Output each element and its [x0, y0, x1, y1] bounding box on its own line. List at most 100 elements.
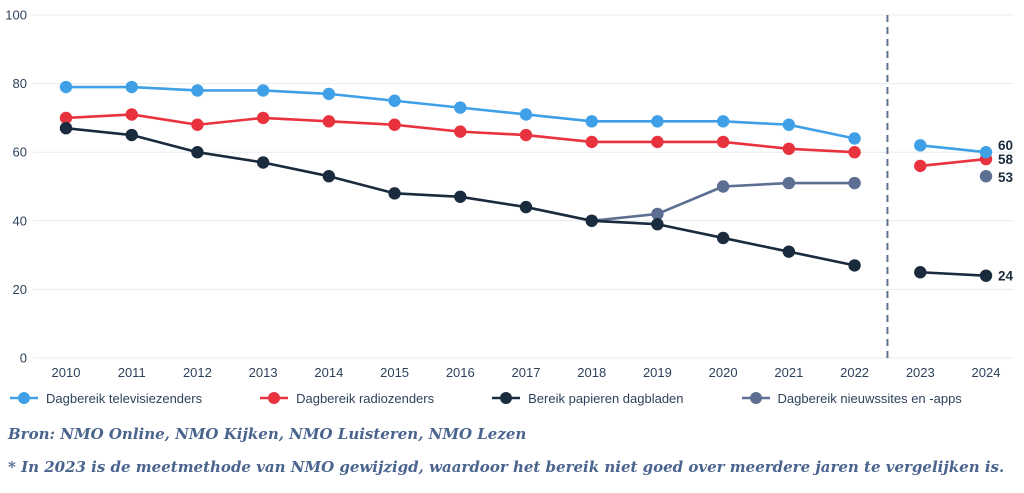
data-point-dagbereik-televisiezenders [388, 94, 401, 107]
data-point-dagbereik-televisiezenders [454, 101, 467, 114]
data-point-bereik-papieren-dagbladen [59, 121, 73, 135]
data-point-dagbereik-televisiezenders [914, 139, 927, 152]
line-chart: 0 20 40 60 80 100 2010 2011 2012 2013 2014 2015 2016… [5, 8, 1014, 380]
data-point-bereik-papieren-dagbladen [585, 214, 598, 227]
series-segment-dagbereik-radiozenders [131, 113, 198, 127]
series-segment-bereik-papieren-dagbladen [460, 195, 527, 209]
data-point-bereik-papieren-dagbladen [388, 187, 401, 200]
data-point-dagbereik-radiozenders [59, 111, 73, 125]
series-segment-dagbereik-televisiezenders [723, 120, 789, 127]
data-point-bereik-papieren-dagbladen [979, 269, 993, 282]
series-segment-dagbereik-radiozenders [460, 130, 527, 137]
data-point-dagbereik-nieuwssites-en-apps [782, 176, 796, 190]
data-point-dagbereik-radiozenders [716, 135, 730, 149]
series-segment-dagbereik-televisiezenders [394, 99, 461, 109]
series-segment-dagbereik-radiozenders [788, 147, 855, 154]
legend-label: Bereik papieren dagbladen [528, 390, 684, 406]
data-point-dagbereik-televisiezenders [125, 80, 138, 94]
series-segment-bereik-papieren-dagbladen [131, 133, 198, 154]
data-point-dagbereik-radiozenders [848, 146, 861, 159]
x-axis-tick-label: 2017 [512, 365, 541, 380]
x-axis-tick-label: 2018 [577, 365, 606, 380]
data-point-dagbereik-televisiezenders [59, 80, 73, 94]
legend-item-bereik-papieren-dagbladen: Bereik papieren dagbladen [492, 390, 684, 406]
data-point-dagbereik-nieuwssites-en-apps [848, 176, 861, 190]
x-axis-tick-label: 2023 [906, 365, 935, 380]
x-axis-tick-label: 2022 [840, 365, 869, 380]
x-axis-tick-label: 2014 [314, 365, 343, 380]
data-point-dagbereik-televisiezenders [782, 118, 796, 131]
data-point-dagbereik-televisiezenders [191, 84, 204, 97]
series-segment-dagbereik-radiozenders [65, 113, 132, 120]
x-axis-tick-label: 2016 [446, 365, 475, 380]
legend-item-dagbereik-televisiezenders: Dagbereik televisiezenders [10, 391, 202, 406]
data-point-dagbereik-radiozenders [914, 159, 927, 173]
x-axis-tick-label: 2012 [183, 365, 212, 380]
data-point-bereik-papieren-dagbladen [125, 128, 138, 142]
legend-marker-icon [492, 392, 521, 404]
data-point-dagbereik-radiozenders [191, 118, 204, 131]
series-segment-dagbereik-nieuwssites-en-apps [723, 181, 789, 188]
y-axis-tick-label: 100 [5, 8, 27, 23]
data-point-dagbereik-televisiezenders [585, 115, 598, 128]
y-axis-tick-label: 0 [20, 351, 27, 366]
data-point-dagbereik-radiozenders [651, 135, 664, 149]
series-segment-dagbereik-televisiezenders [131, 85, 198, 92]
chart-legend: Dagbereik televisiezenders Dagbereik radi… [0, 388, 1024, 408]
data-point-dagbereik-televisiezenders [256, 84, 270, 97]
data-point-bereik-papieren-dagbladen [914, 266, 927, 279]
value-label: 60 [998, 138, 1013, 153]
series-segment-bereik-papieren-dagbladen [591, 219, 658, 226]
x-axis-tick-label: 2020 [709, 365, 738, 380]
series-segment-bereik-papieren-dagbladen [657, 222, 724, 240]
series-segment-dagbereik-radiozenders [263, 116, 329, 123]
data-point-dagbereik-radiozenders [322, 115, 336, 128]
value-label: 53 [998, 170, 1014, 185]
data-point-bereik-papieren-dagbladen [848, 259, 861, 272]
data-point-bereik-papieren-dagbladen [322, 170, 336, 183]
data-point-dagbereik-televisiezenders [848, 132, 861, 145]
x-axis-tick-label: 2013 [249, 365, 278, 380]
series-segment-bereik-papieren-dagbladen [920, 270, 987, 277]
source-note: Bron: NMO Online, NMO Kijken, NMO Luiste… [8, 425, 527, 443]
series-segment-bereik-papieren-dagbladen [197, 150, 264, 164]
series-segment-bereik-papieren-dagbladen [722, 236, 790, 253]
series-segment-dagbereik-televisiezenders [460, 106, 527, 116]
y-axis-tick-label: 20 [13, 282, 27, 297]
legend-label: Dagbereik radiozenders [296, 390, 435, 406]
data-point-dagbereik-radiozenders [454, 125, 467, 138]
x-axis-tick-label: 2010 [52, 365, 81, 380]
y-axis-tick-label: 40 [13, 213, 27, 228]
series-segment-bereik-papieren-dagbladen [525, 205, 592, 223]
data-point-dagbereik-televisiezenders [322, 87, 336, 101]
series-segment-dagbereik-radiozenders [328, 120, 395, 127]
series-segment-dagbereik-televisiezenders [525, 113, 592, 123]
series-segment-dagbereik-radiozenders [723, 140, 789, 151]
legend-item-dagbereik-radiozenders: Dagbereik radiozenders [260, 391, 434, 406]
data-point-bereik-papieren-dagbladen [256, 156, 270, 169]
data-point-dagbereik-televisiezenders [979, 146, 993, 159]
series-segment-dagbereik-televisiezenders [788, 123, 855, 140]
data-point-dagbereik-radiozenders [388, 118, 401, 131]
value-label: 58 [998, 152, 1014, 167]
series-segment-bereik-papieren-dagbladen [788, 250, 855, 267]
series-segment-dagbereik-radiozenders [920, 157, 987, 168]
data-point-dagbereik-televisiezenders [519, 108, 533, 121]
legend-marker-icon [741, 392, 770, 404]
x-axis-tick-label: 2024 [972, 365, 1001, 380]
data-point-dagbereik-radiozenders [125, 108, 138, 121]
data-point-bereik-papieren-dagbladen [716, 231, 730, 245]
data-point-dagbereik-nieuwssites-en-apps [716, 180, 730, 193]
data-point-bereik-papieren-dagbladen [519, 200, 533, 214]
series-segment-dagbereik-nieuwssites-en-apps [656, 185, 724, 216]
series-segment-dagbereik-televisiezenders [263, 89, 329, 96]
series-segment-bereik-papieren-dagbladen [328, 174, 395, 195]
series-segment-bereik-papieren-dagbladen [262, 161, 330, 178]
x-axis-tick-label: 2019 [643, 365, 672, 380]
data-point-dagbereik-televisiezenders [651, 115, 664, 128]
data-point-dagbereik-nieuwssites-en-apps [979, 170, 993, 183]
y-axis-tick-label: 80 [13, 76, 27, 91]
methodology-footnote: * In 2023 is de meetmethode van NMO gewi… [8, 458, 1005, 476]
data-point-dagbereik-radiozenders [256, 111, 270, 125]
series-segment-dagbereik-nieuwssites-en-apps [591, 212, 658, 223]
